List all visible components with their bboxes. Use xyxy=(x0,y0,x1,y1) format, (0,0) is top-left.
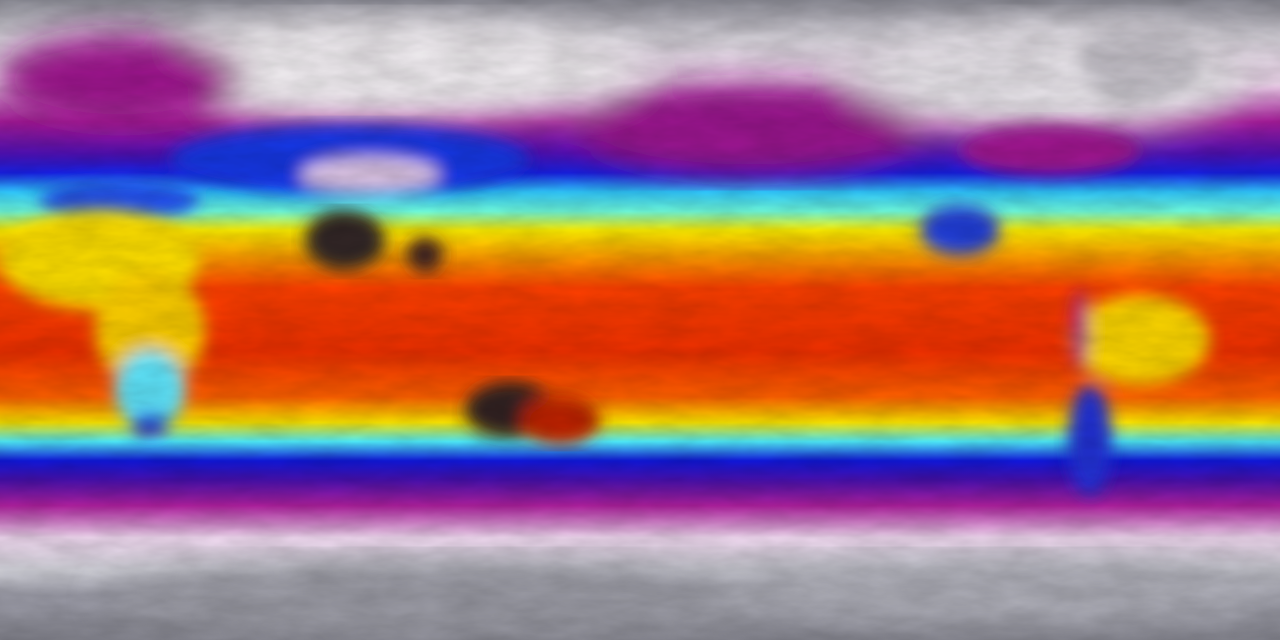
texture-overlay xyxy=(0,0,1280,640)
temperature-map xyxy=(0,0,1280,640)
